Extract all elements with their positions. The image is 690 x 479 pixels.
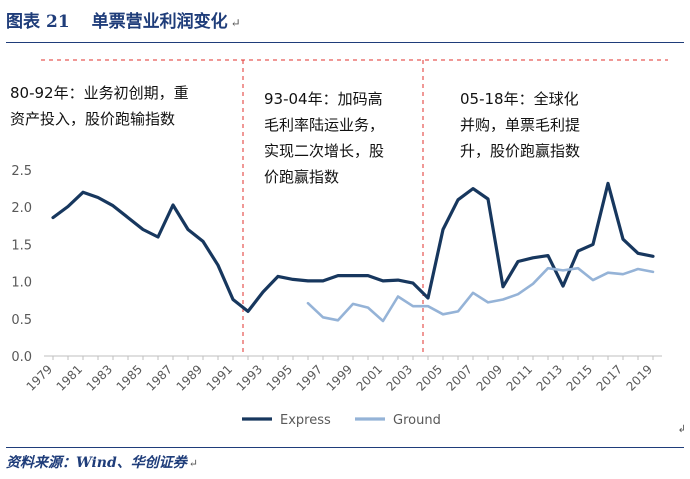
y-tick-label: 1.0 <box>11 276 32 291</box>
annotation-line: 毛利率陆运业务， <box>264 116 385 134</box>
x-tick-label: 2017 <box>594 362 625 393</box>
x-tick-label: 2003 <box>384 362 415 393</box>
legend-label-ground: Ground <box>393 413 441 428</box>
x-tick-label: 1993 <box>234 362 265 393</box>
y-tick-label: 2.5 <box>11 164 32 179</box>
annotation-period-1: 80-92年：业务初创期，重 资产投入，股价跑输指数 <box>10 80 189 132</box>
x-tick-label: 1987 <box>144 362 175 393</box>
paragraph-mark-icon: ↵ <box>230 16 241 30</box>
annotation-line: 93-04年：加码高 <box>264 90 383 108</box>
source-note: 资料来源：Wind、华创证券 ↵ <box>6 451 198 475</box>
x-tick-label: 2019 <box>624 362 655 393</box>
legend-label-express: Express <box>280 413 331 428</box>
footer-rule <box>6 447 684 448</box>
paragraph-mark-icon: ↵ <box>188 457 198 470</box>
annotation-line: 升，股价跑赢指数 <box>460 142 581 160</box>
header-rule <box>6 42 684 43</box>
x-tick-label: 1979 <box>24 362 55 393</box>
x-tick-label: 2007 <box>444 362 475 393</box>
y-tick-label: 0.5 <box>11 313 32 328</box>
x-tick-label: 1985 <box>114 362 145 393</box>
y-tick-label: 0.0 <box>11 350 32 365</box>
x-tick-label: 1995 <box>264 362 295 393</box>
source-text: 资料来源：Wind、华创证券 <box>6 455 187 471</box>
x-tick-label: 1997 <box>294 362 325 393</box>
x-tick-label: 2013 <box>534 362 565 393</box>
x-tick-label: 1991 <box>204 362 235 393</box>
x-tick-label: 1999 <box>324 362 355 393</box>
annotation-period-3: 05-18年：全球化 并购，单票毛利提 升，股价跑赢指数 <box>460 86 580 164</box>
y-tick-label: 2.0 <box>11 201 32 216</box>
figure-title: 单票营业利润变化 <box>91 12 228 32</box>
line-break-icon: ↲ <box>677 424 686 435</box>
x-tick-label: 1989 <box>174 362 205 393</box>
x-tick-label: 1983 <box>84 362 115 393</box>
x-tick-label: 2005 <box>414 362 445 393</box>
figure-number: 21 <box>46 12 70 32</box>
figure-header: 图表 21 单票营业利润变化 ↵ <box>6 6 684 38</box>
annotation-line: 价跑赢指数 <box>264 168 340 186</box>
y-tick-label: 1.5 <box>11 238 32 253</box>
annotation-line: 资产投入，股价跑输指数 <box>10 110 176 128</box>
x-tick-label: 2015 <box>564 362 595 393</box>
annotation-line: 80-92年：业务初创期，重 <box>10 84 189 102</box>
x-tick-label: 2001 <box>354 362 385 393</box>
x-tick-label: 1981 <box>54 362 85 393</box>
annotation-line: 并购，单票毛利提 <box>460 116 581 134</box>
annotation-line: 实现二次增长，股 <box>264 142 385 160</box>
x-tick-label: 2009 <box>474 362 505 393</box>
x-tick-label: 2011 <box>504 362 535 393</box>
chart-legend: Express Ground <box>242 413 441 428</box>
chart-series <box>51 181 655 323</box>
annotation-line: 05-18年：全球化 <box>460 90 579 108</box>
period-dividers <box>41 59 668 356</box>
series-line-express <box>51 181 655 313</box>
series-line-ground <box>306 266 655 323</box>
annotation-period-2: 93-04年：加码高 毛利率陆运业务， 实现二次增长，股 价跑赢指数 <box>264 86 384 190</box>
figure-label: 图表 <box>6 12 40 32</box>
